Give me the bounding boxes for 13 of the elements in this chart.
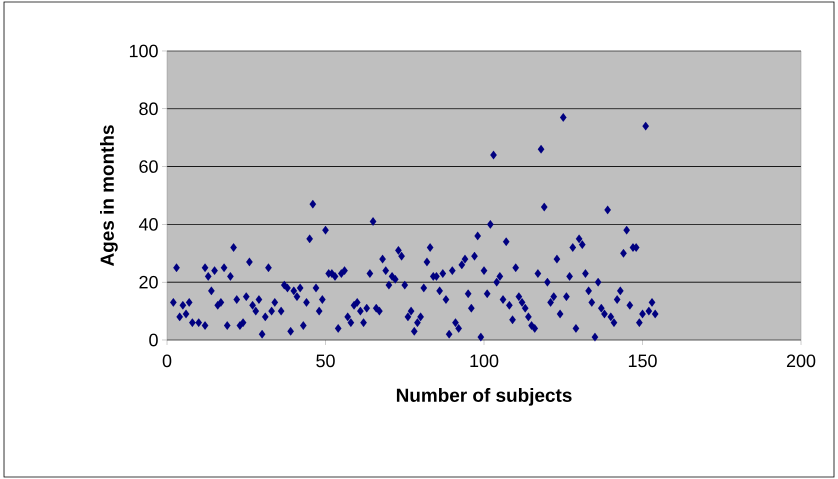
y-tick-label: 40 [138, 218, 158, 231]
y-tick-label: 80 [139, 102, 158, 116]
y-axis-title: Ages in months [100, 125, 118, 266]
y-tick-label: 20 [139, 276, 158, 289]
x-tick-label: 200 [786, 354, 816, 368]
x-tick-label: 150 [628, 354, 657, 368]
y-tick-label: 100 [130, 44, 158, 58]
y-tick-label: 0 [149, 334, 158, 346]
x-axis-title: Number of subjects [396, 388, 572, 406]
x-tick-label: 50 [316, 354, 335, 368]
y-tick-label: 60 [139, 160, 158, 173]
x-tick-label: 0 [162, 354, 172, 368]
x-tick-label: 100 [470, 354, 498, 368]
